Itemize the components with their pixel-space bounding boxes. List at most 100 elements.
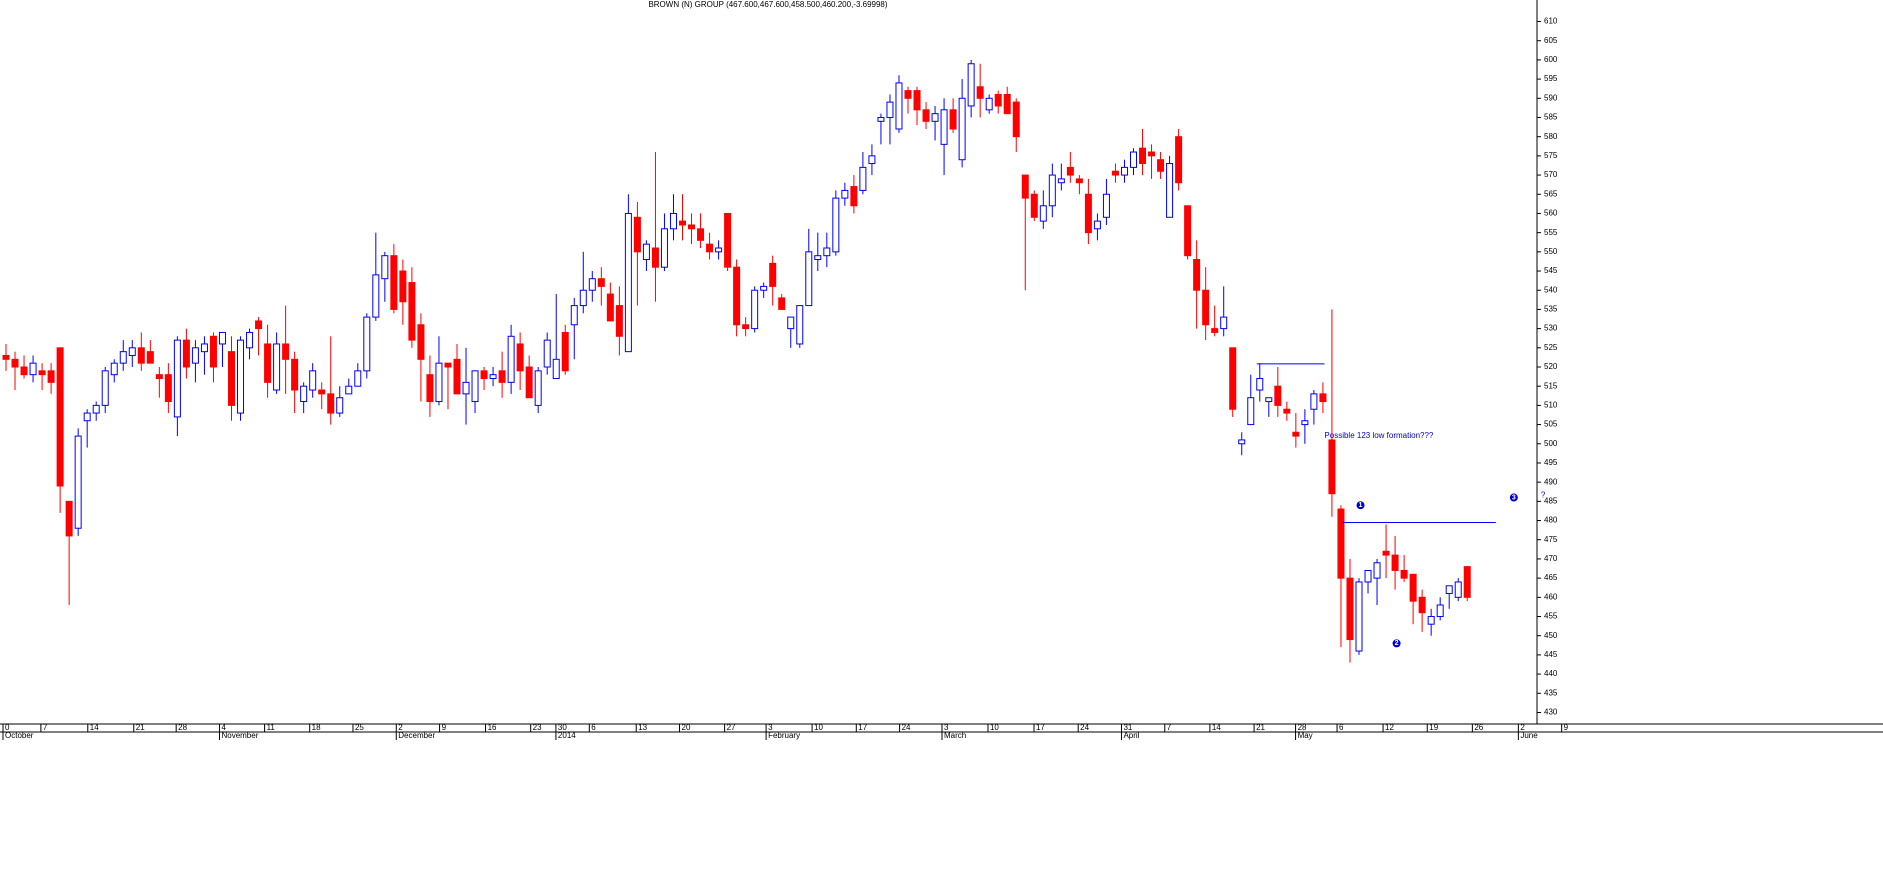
candle-body bbox=[291, 358, 299, 391]
candle-body bbox=[877, 116, 885, 122]
y-tick-label: 550 bbox=[1544, 247, 1558, 256]
month-label: December bbox=[398, 731, 435, 740]
x-tick-label: 17 bbox=[1036, 723, 1045, 732]
candle-body bbox=[408, 282, 416, 341]
candle-body bbox=[11, 358, 19, 368]
candle-body bbox=[994, 93, 1002, 107]
candle-body bbox=[841, 189, 849, 199]
candle-body bbox=[1048, 174, 1056, 207]
candle-body bbox=[363, 316, 371, 372]
candle-body bbox=[435, 362, 443, 403]
candle-body bbox=[444, 362, 452, 368]
y-tick-label: 525 bbox=[1544, 343, 1558, 352]
candle-body bbox=[56, 347, 64, 487]
candle-body bbox=[1382, 550, 1390, 556]
candle-body bbox=[1454, 581, 1462, 598]
candle-body bbox=[300, 385, 308, 403]
candle-body bbox=[688, 224, 696, 230]
candle-body bbox=[624, 212, 632, 353]
candle-body bbox=[543, 339, 551, 368]
annotation: 3 bbox=[1512, 494, 1516, 501]
candle-body bbox=[173, 339, 181, 418]
month-label: October bbox=[5, 731, 34, 740]
x-tick-label: 18 bbox=[312, 723, 321, 732]
candle-body bbox=[390, 255, 398, 310]
candle-body bbox=[110, 362, 118, 376]
candle-body bbox=[733, 266, 741, 326]
y-tick-label: 455 bbox=[1544, 612, 1558, 621]
y-tick-label: 610 bbox=[1544, 17, 1558, 26]
x-tick-label: 14 bbox=[90, 723, 99, 732]
candle-body bbox=[904, 90, 912, 99]
month-label: November bbox=[221, 731, 258, 740]
candle-body bbox=[940, 109, 948, 145]
y-tick-label: 545 bbox=[1544, 266, 1558, 275]
y-tick-label: 495 bbox=[1544, 458, 1558, 467]
candle-body bbox=[1130, 151, 1137, 168]
candle-body bbox=[985, 97, 993, 111]
candle-body bbox=[534, 370, 542, 406]
x-tick-label: 9 bbox=[1564, 723, 1569, 732]
candle-body bbox=[1301, 420, 1309, 426]
candle-body bbox=[1057, 178, 1065, 184]
candle-body bbox=[1364, 569, 1372, 583]
candle-body bbox=[1400, 569, 1408, 579]
y-tick-label: 565 bbox=[1544, 189, 1558, 198]
candle-body bbox=[597, 278, 605, 287]
month-label: February bbox=[768, 731, 800, 740]
candle-body bbox=[47, 370, 55, 383]
candle-body bbox=[119, 351, 127, 364]
y-tick-label: 515 bbox=[1544, 381, 1558, 390]
candle-body bbox=[128, 347, 136, 356]
candle-body bbox=[1120, 166, 1128, 176]
y-tick-label: 585 bbox=[1544, 113, 1558, 122]
annotation: ? bbox=[1541, 491, 1546, 500]
candle-body bbox=[480, 370, 488, 380]
x-tick-label: 13 bbox=[638, 723, 647, 732]
candle-body bbox=[246, 331, 254, 349]
x-tick-label: 31 bbox=[1123, 723, 1132, 732]
annotation: 2 bbox=[1395, 640, 1399, 647]
x-tick-label: 7 bbox=[1167, 723, 1172, 732]
candle-body bbox=[1039, 205, 1047, 222]
candle-body bbox=[669, 212, 677, 230]
x-tick-label: 30 bbox=[558, 723, 567, 732]
annotation-marker bbox=[1392, 639, 1401, 648]
x-tick-label: 23 bbox=[533, 723, 542, 732]
candle-body bbox=[805, 251, 813, 307]
candle-body bbox=[751, 289, 759, 330]
y-tick-label: 505 bbox=[1544, 420, 1558, 429]
x-tick-label: 28 bbox=[178, 723, 187, 732]
candle-body bbox=[318, 389, 326, 395]
candle-body bbox=[1463, 566, 1471, 598]
x-tick-label: 10 bbox=[990, 723, 999, 732]
candle-body bbox=[1346, 577, 1354, 641]
candle-body bbox=[29, 362, 37, 376]
candle-body bbox=[787, 316, 795, 330]
candle-body bbox=[579, 289, 587, 307]
y-tick-label: 605 bbox=[1544, 36, 1558, 45]
candle-body bbox=[507, 335, 515, 383]
candle-body bbox=[1427, 616, 1435, 625]
candle-body bbox=[1084, 193, 1092, 234]
candle-body bbox=[273, 343, 281, 391]
candle-body bbox=[83, 412, 91, 422]
candle-body bbox=[1211, 328, 1219, 333]
month-label: March bbox=[944, 731, 966, 740]
candle-body bbox=[164, 374, 172, 403]
y-tick-label: 475 bbox=[1544, 535, 1558, 544]
candle-body bbox=[1220, 316, 1228, 330]
candle-body bbox=[381, 255, 389, 280]
candle-body bbox=[1265, 397, 1273, 403]
candle-body bbox=[1157, 159, 1165, 172]
candle-body bbox=[1274, 385, 1282, 406]
candle-body bbox=[1093, 220, 1101, 230]
candle-body bbox=[1391, 554, 1399, 571]
candle-body bbox=[2, 354, 10, 360]
x-tick-label: 6 bbox=[1339, 723, 1344, 732]
candle-body bbox=[778, 297, 786, 310]
x-tick-label: 24 bbox=[902, 723, 911, 732]
candle-body bbox=[615, 305, 623, 337]
y-tick-label: 485 bbox=[1544, 496, 1558, 505]
